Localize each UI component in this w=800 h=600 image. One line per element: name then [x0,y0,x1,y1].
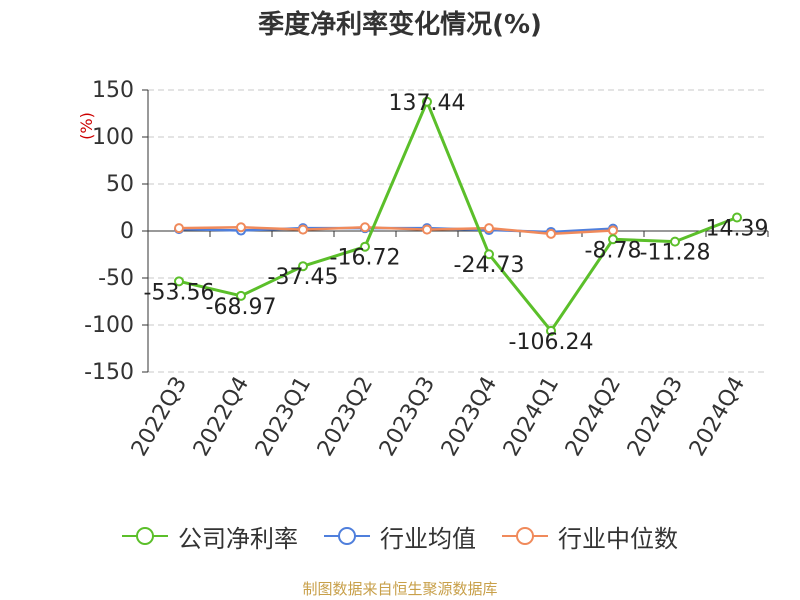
data-point[interactable] [236,290,246,301]
data-point[interactable] [422,96,432,107]
legend-label-industry-avg: 行业均值 [380,524,476,553]
data-point[interactable] [174,223,184,234]
legend-label-company: 公司净利率 [178,524,298,553]
data-label: -16.72 [330,246,401,271]
data-point[interactable] [546,228,556,239]
y-tick-label: -100 [84,313,134,338]
data-point[interactable] [670,236,680,247]
data-label: -8.78 [585,238,642,263]
data-point[interactable] [360,241,370,252]
series-line [178,97,738,334]
source-note: 制图数据来自恒生聚源数据库 [302,580,498,598]
x-tick-label: 2023Q4 [437,373,502,461]
legend-item-company[interactable]: 公司净利率 [120,518,298,554]
data-label: -68.97 [206,295,277,320]
legend-marker-industry-avg [324,527,370,545]
legend-item-industry-avg[interactable]: 行业均值 [322,518,476,554]
data-point[interactable] [236,222,246,233]
data-point[interactable] [546,325,556,336]
data-point[interactable] [484,249,494,260]
data-label: 137.44 [389,91,466,116]
x-tick-label: 2024Q2 [561,373,626,461]
y-tick-label: 150 [92,78,134,103]
legend-marker-industry-median [502,527,548,545]
x-tick-label: 2023Q1 [251,373,316,461]
x-tick-label: 2023Q2 [313,373,378,461]
data-label: -37.45 [268,265,339,290]
data-point[interactable] [174,276,184,287]
data-point[interactable] [484,223,494,234]
y-axis-label: (%) [77,112,96,140]
x-tick-label: 2022Q4 [189,373,254,461]
data-point[interactable] [608,234,618,245]
chart-title: 季度净利率变化情况(%) [258,10,542,40]
legend-marker-company [122,527,168,545]
y-tick-label: 50 [106,172,134,197]
x-tick-label: 2023Q3 [375,373,440,461]
x-tick-label: 2024Q1 [499,373,564,461]
data-point[interactable] [298,224,308,235]
legend-label-industry-median: 行业中位数 [558,524,678,553]
legend-item-industry-median[interactable]: 行业中位数 [500,518,678,554]
data-labels: -53.56-68.97 -37.45-16.72 137.44 -24.73 -106… [144,91,769,355]
data-label: 14.39 [706,216,769,241]
series-line [178,225,614,236]
series-lines [174,96,742,336]
y-tick-label: 0 [120,219,134,244]
y-tick-label: 100 [92,125,134,150]
data-point[interactable] [732,212,742,223]
grid-lines [148,89,768,373]
y-tick-label: -150 [84,360,134,385]
data-point[interactable] [298,261,308,272]
data-point[interactable] [360,222,370,233]
data-point[interactable] [608,225,618,236]
data-label: -106.24 [509,330,594,355]
x-tick-label: 2024Q3 [623,373,688,461]
data-label: -24.73 [454,253,525,278]
x-tick-label: 2022Q3 [127,373,192,461]
data-label: -11.28 [640,241,711,266]
data-label: -53.56 [144,280,215,305]
y-tick-label: -50 [98,266,134,291]
x-tick-label: 2024Q4 [685,373,750,461]
data-point[interactable] [422,224,432,235]
axes: 150100500-50-100-1502022Q32022Q42023Q120… [84,78,769,461]
